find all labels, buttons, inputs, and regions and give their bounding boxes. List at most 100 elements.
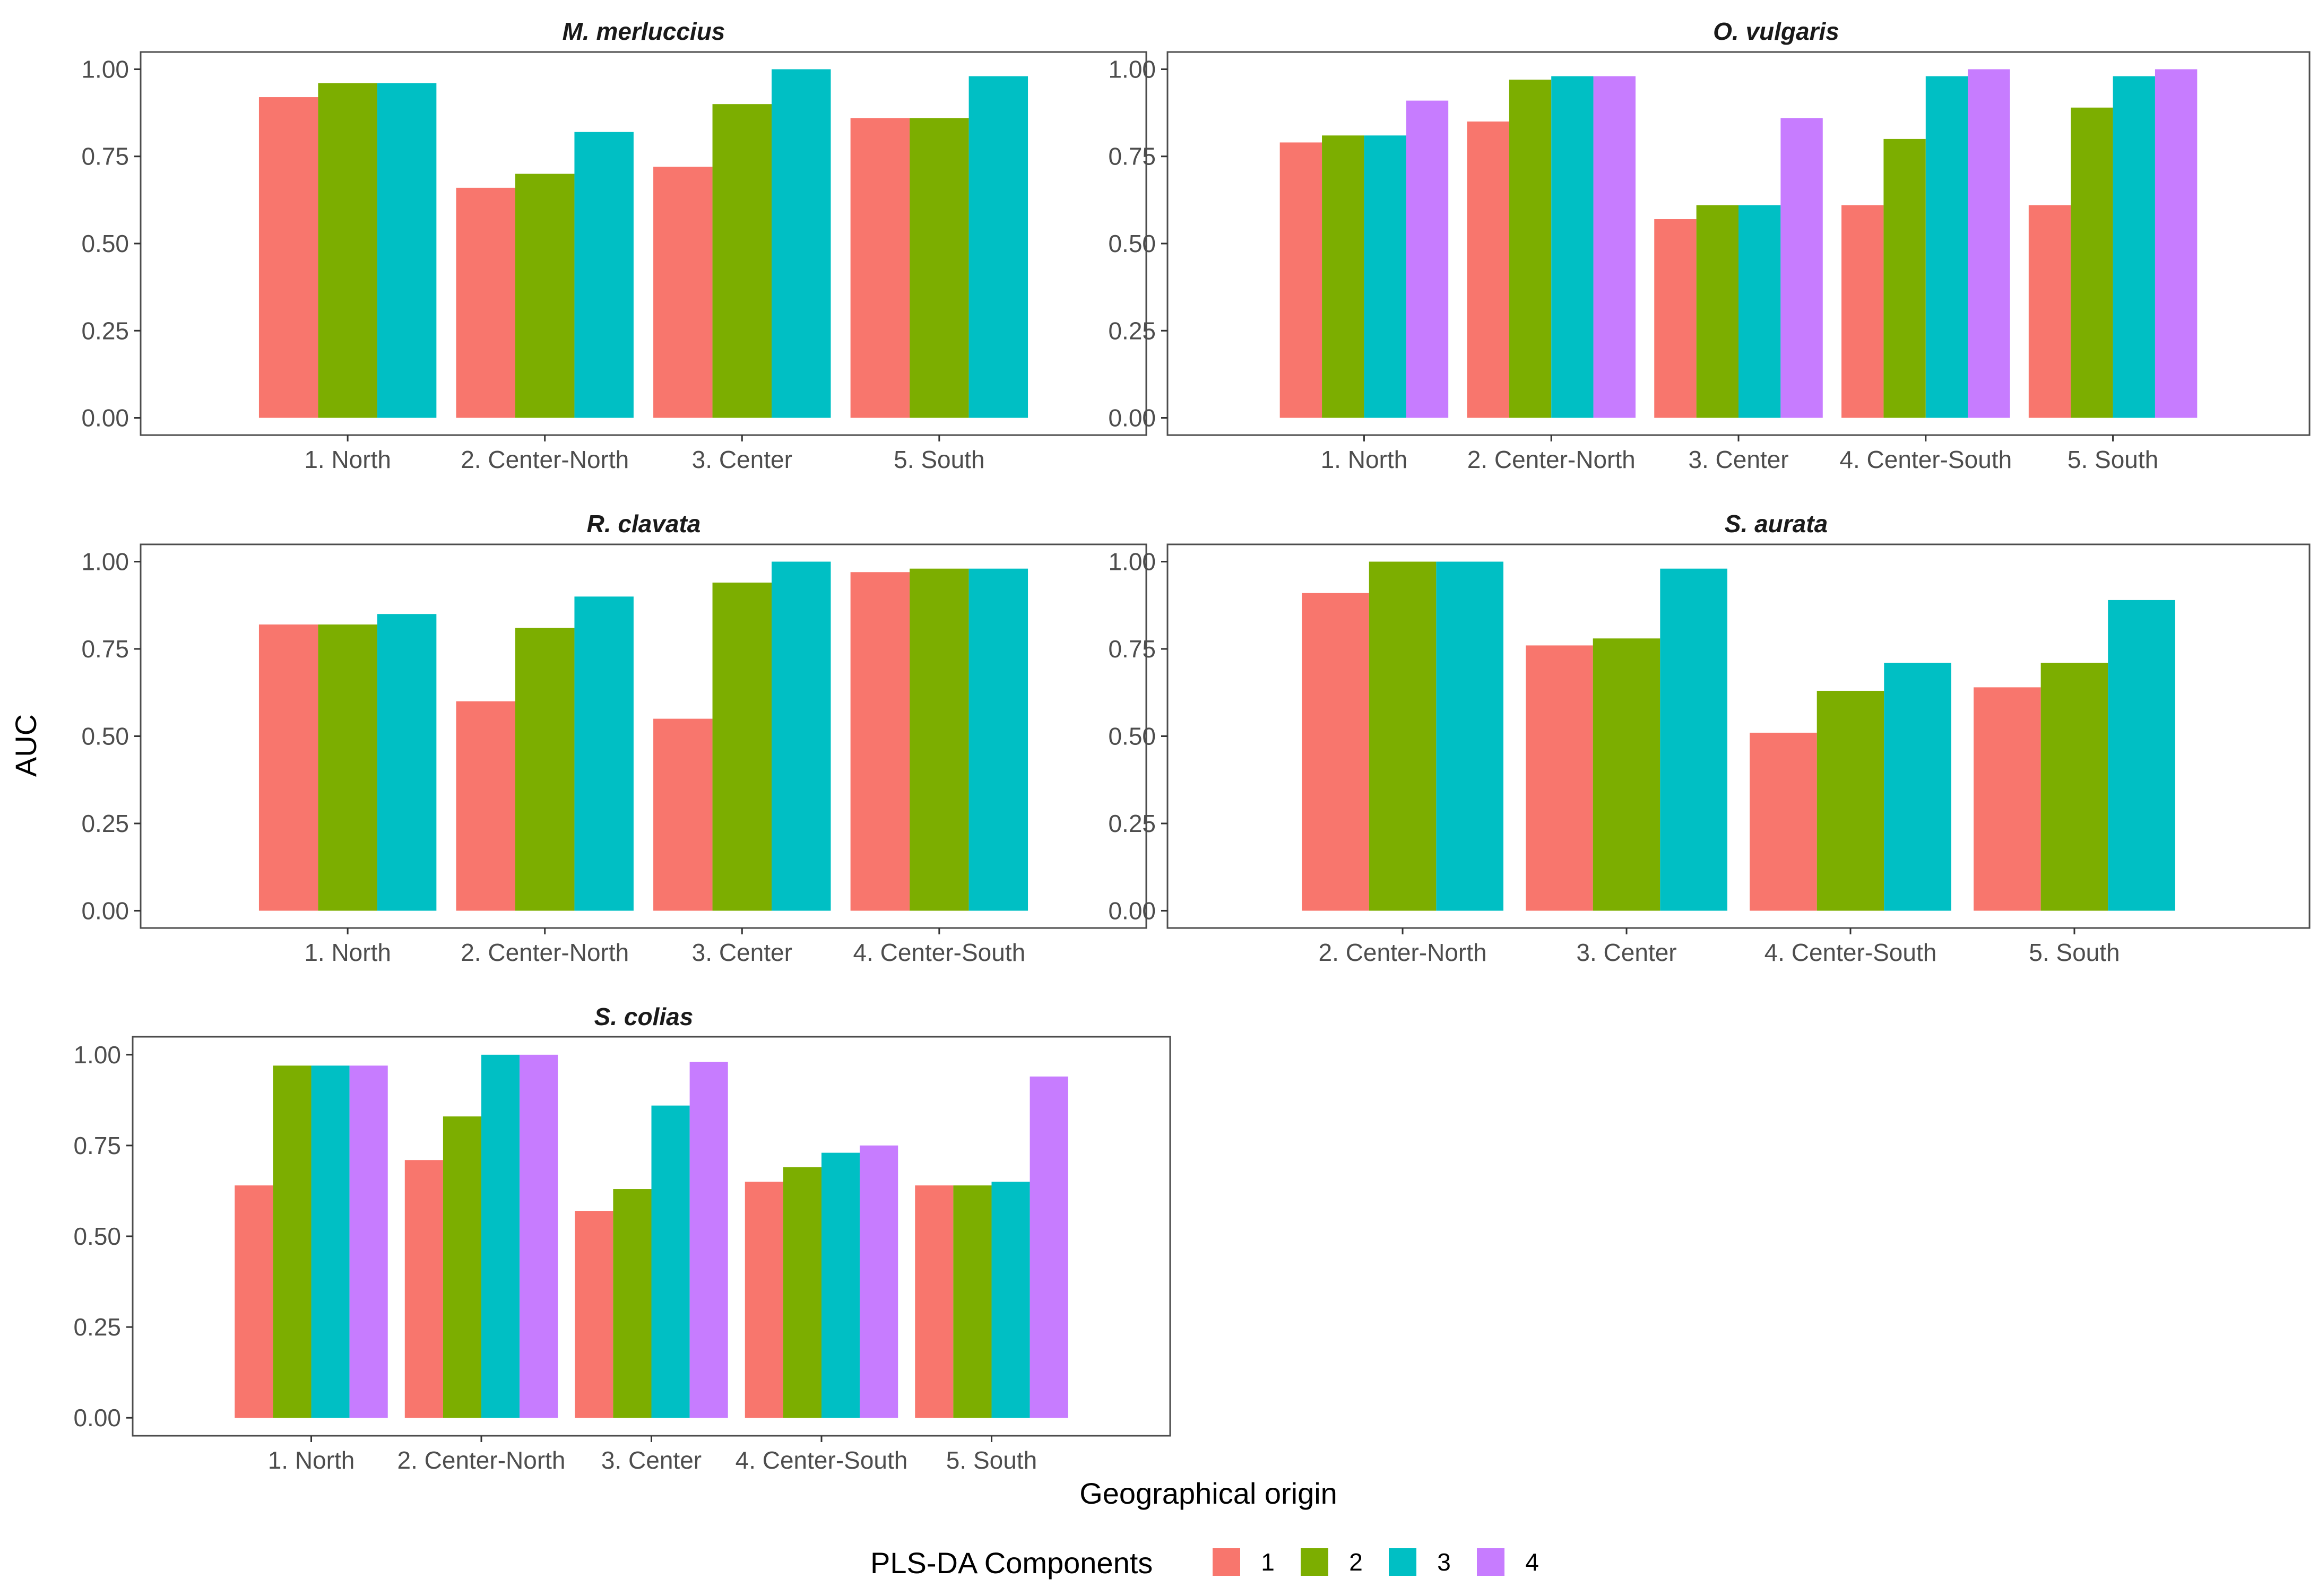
y-tick-label: 0.25 (81, 317, 129, 344)
bar-4-center-south-component-3 (1925, 76, 1968, 418)
bar-3-center-component-3 (1738, 205, 1781, 418)
legend-swatch-3 (1389, 1548, 1416, 1576)
bar-3-center-component-2 (1696, 205, 1738, 418)
bar-5-south-component-2 (2071, 107, 2113, 418)
bar-1-north-component-1 (235, 1185, 273, 1418)
bar-4-center-south-component-3 (1884, 663, 1951, 911)
bar-5-south-component-2 (910, 118, 969, 418)
legend-label-3: 3 (1437, 1548, 1451, 1576)
bar-1-north-component-4 (349, 1065, 388, 1418)
bar-5-south-component-1 (915, 1185, 954, 1418)
y-tick-label: 0.75 (81, 143, 129, 170)
bar-1-north-component-4 (1406, 100, 1449, 418)
bar-3-center-component-2 (712, 583, 772, 911)
y-tick-label: 0.50 (1108, 723, 1156, 750)
bar-3-center-component-1 (653, 718, 713, 911)
x-tick-label: 3. Center (692, 939, 792, 966)
bar-3-center-component-1 (653, 167, 713, 418)
bar-4-center-south-component-2 (910, 568, 969, 911)
panel-title: M. merluccius (563, 18, 725, 45)
x-tick-label: 4. Center-South (736, 1446, 908, 1474)
y-tick-label: 0.25 (81, 810, 129, 837)
bar-1-north-component-1 (258, 624, 318, 911)
bar-3-center-component-3 (772, 69, 831, 418)
legend: PLS-DA Components 1 2 3 4 (870, 1546, 1539, 1580)
bar-5-south-component-3 (968, 76, 1028, 418)
bar-3-center-component-2 (1593, 638, 1660, 911)
y-tick-label: 0.00 (81, 897, 129, 924)
bar-5-south-component-1 (1974, 687, 2041, 911)
bar-4-center-south-component-3 (821, 1152, 860, 1418)
x-axis-title: Geographical origin (1079, 1477, 1337, 1510)
bar-4-center-south-component-2 (783, 1167, 821, 1418)
bar-5-south-component-3 (2113, 76, 2155, 418)
panel-title: R. clavata (587, 510, 701, 537)
bar-2-center-north-component-2 (1509, 80, 1552, 418)
bar-2-center-north-component-4 (1593, 76, 1636, 418)
x-tick-label: 2. Center-North (397, 1446, 566, 1474)
legend-label-2: 2 (1349, 1548, 1363, 1576)
bar-1-north-component-2 (1322, 135, 1364, 418)
bar-1-north-component-3 (377, 614, 437, 911)
y-tick-label: 0.25 (73, 1313, 121, 1341)
bar-5-south-component-2 (953, 1185, 992, 1418)
y-axis-title: AUC (9, 714, 42, 777)
y-tick-label: 1.00 (73, 1041, 121, 1069)
y-tick-label: 1.00 (1108, 55, 1156, 83)
y-tick-label: 0.25 (1108, 810, 1156, 837)
y-tick-label: 0.25 (1108, 317, 1156, 344)
bar-3-center-component-2 (613, 1189, 652, 1418)
bar-1-north-component-2 (318, 83, 377, 418)
x-tick-label: 1. North (304, 446, 391, 473)
bar-2-center-north-component-1 (404, 1160, 443, 1418)
x-tick-label: 4. Center-South (1839, 446, 2012, 473)
x-tick-label: 3. Center (692, 446, 792, 473)
bar-2-center-north-component-3 (1551, 76, 1594, 418)
x-tick-label: 2. Center-North (461, 446, 629, 473)
y-tick-label: 0.00 (73, 1404, 121, 1432)
bar-4-center-south-component-2 (1817, 690, 1884, 911)
bar-5-south-component-3 (991, 1182, 1030, 1418)
x-tick-label: 5. South (894, 446, 984, 473)
bar-2-center-north-component-2 (515, 628, 575, 911)
bar-3-center-component-1 (1526, 645, 1593, 911)
bar-2-center-north-component-3 (1436, 561, 1503, 911)
x-tick-label: 3. Center (1576, 939, 1676, 966)
panel-o-vulgaris: O. vulgaris 0.00 0.25 0.50 0.75 1.00 1. North… (1108, 18, 2311, 473)
bar-3-center-component-4 (1780, 118, 1823, 418)
bar-2-center-north-component-1 (1467, 122, 1509, 418)
bar-2-center-north-component-1 (456, 701, 515, 911)
bar-3-center-component-2 (712, 104, 772, 418)
x-tick-label: 5. South (2029, 939, 2120, 966)
bar-4-center-south-component-1 (745, 1182, 783, 1418)
panel-title: S. aurata (1725, 510, 1828, 537)
bar-3-center-component-3 (651, 1105, 690, 1418)
panel-s-aurata: S. aurata 0.00 0.25 0.50 0.75 1.00 2. Center-… (1108, 510, 2311, 966)
bar-5-south-component-1 (2028, 205, 2071, 418)
bar-1-north-component-2 (273, 1065, 312, 1418)
y-tick-label: 0.00 (1108, 897, 1156, 924)
bar-2-center-north-component-2 (443, 1116, 482, 1418)
x-tick-label: 1. North (268, 1446, 355, 1474)
x-tick-label: 2. Center-North (1467, 446, 1636, 473)
y-tick-label: 0.75 (81, 635, 129, 663)
bar-3-center-component-3 (1660, 568, 1727, 911)
bar-2-center-north-component-1 (456, 187, 515, 418)
y-tick-label: 0.00 (1108, 404, 1156, 432)
bar-2-center-north-component-3 (481, 1054, 520, 1418)
bar-3-center-component-1 (1654, 219, 1697, 418)
y-tick-label: 0.75 (1108, 635, 1156, 663)
bar-1-north-component-3 (1364, 135, 1406, 418)
x-tick-label: 1. North (1321, 446, 1408, 473)
x-tick-label: 4. Center-South (1765, 939, 1937, 966)
x-tick-label: 2. Center-North (1319, 939, 1487, 966)
bar-2-center-north-component-3 (574, 596, 634, 911)
bar-2-center-north-component-4 (520, 1054, 558, 1418)
y-tick-label: 0.50 (1108, 230, 1156, 257)
x-tick-label: 1. North (304, 939, 391, 966)
legend-swatch-4 (1477, 1548, 1504, 1576)
panel-r-clavata: R. clavata 0.00 0.25 0.50 0.75 1.00 1. North 2… (81, 510, 1147, 966)
bar-4-center-south-component-2 (1883, 138, 1926, 418)
legend-title: PLS-DA Components (870, 1546, 1153, 1580)
